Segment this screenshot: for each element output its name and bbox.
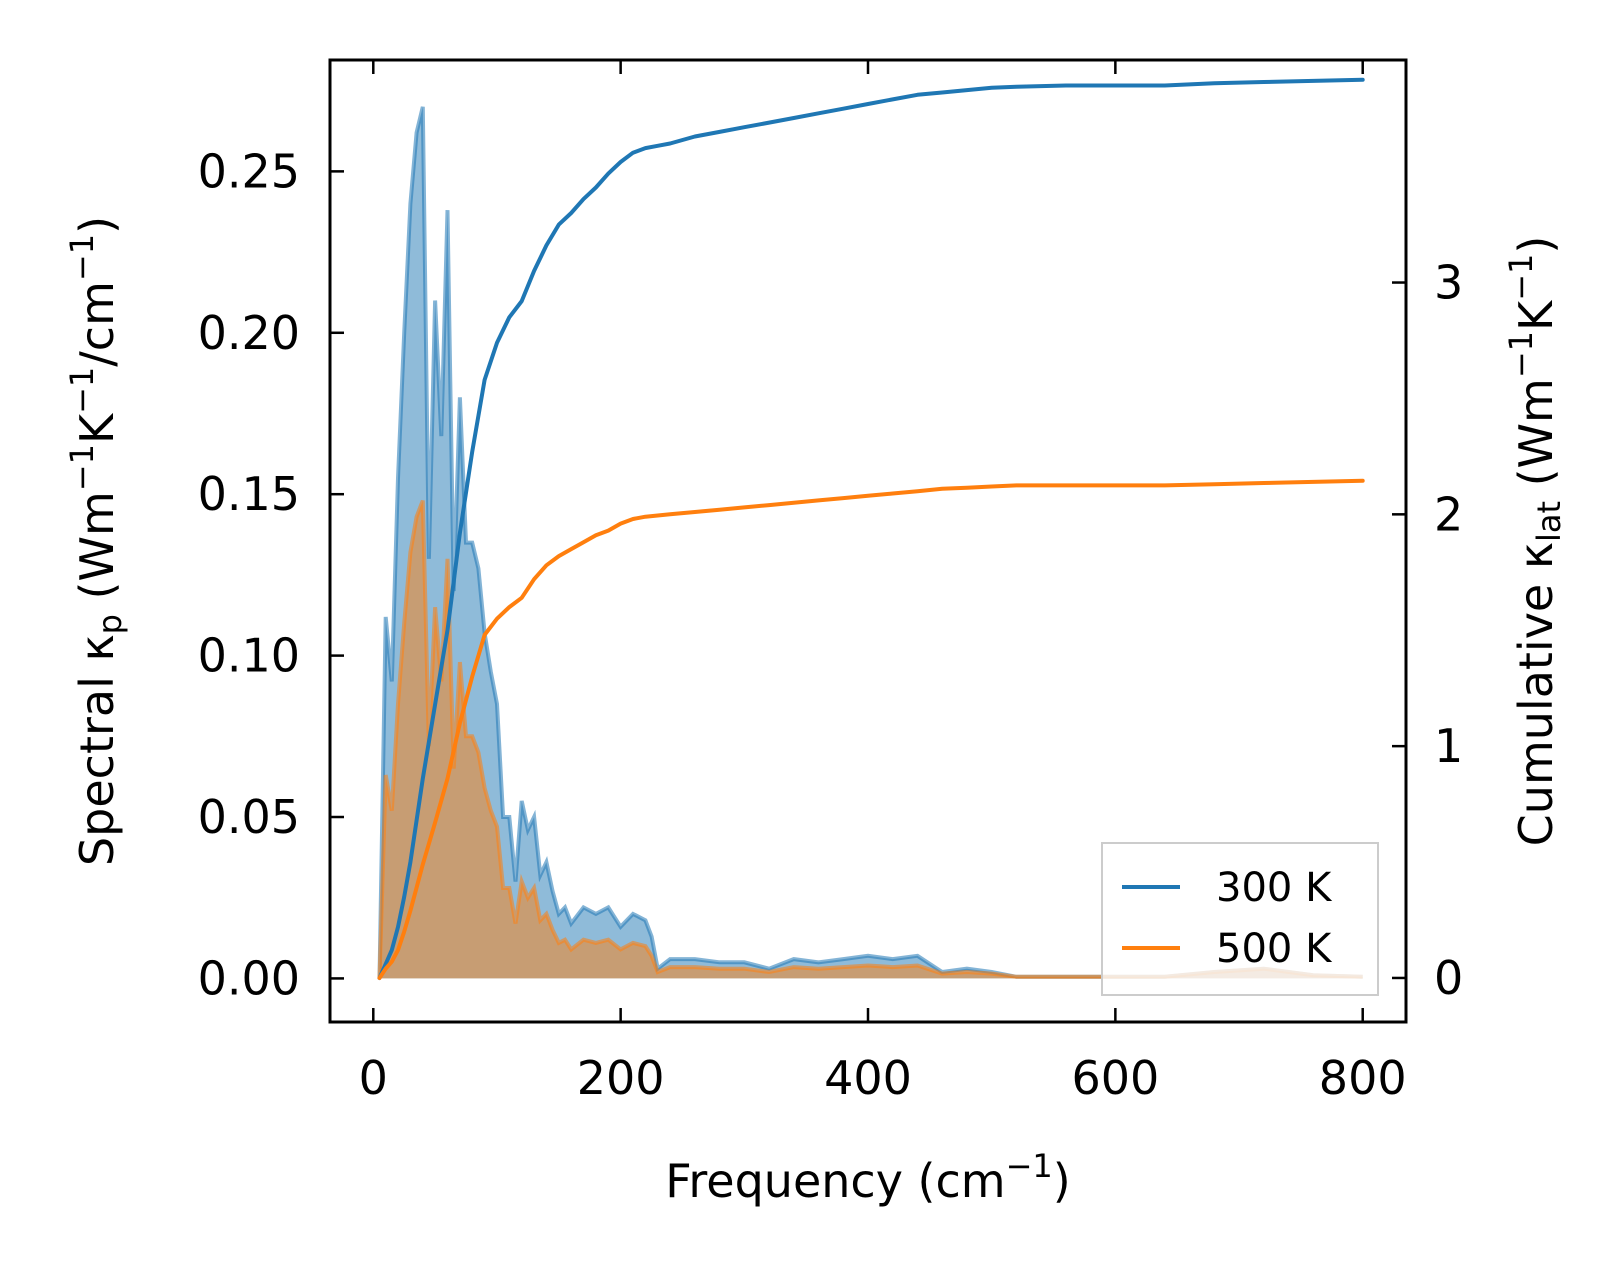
y-tick-label-left: 0.00 xyxy=(198,951,300,1005)
y-tick-label-left: 0.25 xyxy=(198,144,300,198)
x-tick-label: 400 xyxy=(824,1051,912,1105)
cumulative-line-layer xyxy=(377,77,1365,980)
plot-frame xyxy=(328,58,1408,1024)
tick-layer: 0 200 400 600 800 0.00 0.05 0.10 0.15 0.20 0.25 0 1 2… xyxy=(198,60,1463,1105)
cumulative-line-300k xyxy=(377,77,1365,980)
legend-label-500k: 500 K xyxy=(1216,926,1333,972)
y-tick-label-left: 0.20 xyxy=(198,306,300,360)
legend-box xyxy=(1101,842,1379,996)
y-axis-title-left: Spectral κp (Wm−1K−1/cm−1) xyxy=(63,216,129,866)
y-axis-title-right: Cumulative κlat (Wm−1K−1) xyxy=(1502,236,1568,847)
cumulative-line-500k xyxy=(377,478,1365,980)
y-tick-label-right: 1 xyxy=(1434,719,1463,773)
x-tick-label: 0 xyxy=(359,1051,388,1105)
y-tick-label-right: 0 xyxy=(1434,951,1463,1005)
y-tick-label-right: 3 xyxy=(1434,256,1463,310)
spectral-outline-500k xyxy=(377,499,1363,979)
legend: 300 K 500 K xyxy=(1101,842,1379,996)
x-tick-label: 800 xyxy=(1319,1051,1407,1105)
x-axis-title: Frequency (cm−1) xyxy=(665,1147,1070,1208)
y-tick-label-right: 2 xyxy=(1434,487,1463,541)
y-tick-label-left: 0.15 xyxy=(198,467,300,521)
spectral-area-layer xyxy=(377,106,1363,979)
spectral-area-500k xyxy=(379,500,1363,979)
legend-label-300k: 300 K xyxy=(1216,865,1333,911)
spectral-outline-300k xyxy=(377,106,1363,979)
x-tick-label: 600 xyxy=(1071,1051,1159,1105)
x-tick-label: 200 xyxy=(577,1051,665,1105)
y-tick-label-left: 0.05 xyxy=(198,790,300,844)
y-tick-label-left: 0.10 xyxy=(198,629,300,683)
